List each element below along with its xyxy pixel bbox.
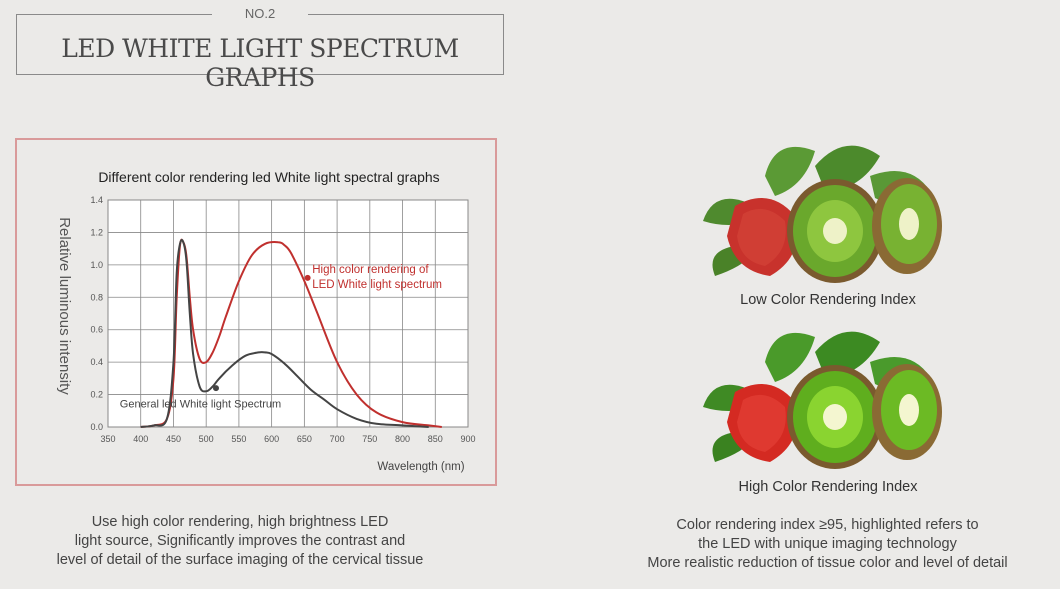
low-cri-fruit-image bbox=[703, 145, 942, 283]
header-rule-left bbox=[16, 14, 212, 15]
x-tick-label: 450 bbox=[166, 434, 181, 444]
general-series-label: General led White light Spectrum bbox=[120, 399, 281, 411]
y-tick-label: 1.2 bbox=[90, 227, 103, 237]
header-box bbox=[16, 14, 504, 75]
y-axis-label: Relative luminous intensity bbox=[56, 217, 73, 395]
x-tick-label: 650 bbox=[297, 434, 312, 444]
x-tick-label: 550 bbox=[231, 434, 246, 444]
high-cri-series-label: LED White light spectrum bbox=[312, 279, 442, 291]
section-header: NO.2 LED WHITE LIGHT SPECTRUM GRAPHS bbox=[16, 6, 504, 92]
series-high-cri-line bbox=[140, 238, 442, 428]
y-tick-label: 0.2 bbox=[90, 390, 103, 400]
header-rule-right bbox=[308, 14, 504, 15]
left-caption-line: Use high color rendering, high brightnes… bbox=[91, 514, 389, 530]
left-caption: Use high color rendering, high brightnes… bbox=[30, 513, 450, 570]
high-cri-label: High Color Rendering Index bbox=[738, 479, 918, 495]
x-tick-label: 900 bbox=[460, 434, 475, 444]
left-caption-line: light source, Significantly improves the… bbox=[74, 533, 406, 549]
x-tick-label: 850 bbox=[428, 434, 443, 444]
spectrum-chart: Different color rendering led White ligh… bbox=[56, 169, 476, 473]
x-tick-label: 750 bbox=[362, 434, 377, 444]
high-cri-fruit-image bbox=[703, 331, 942, 469]
left-caption-line: level of detail of the surface imaging o… bbox=[56, 552, 424, 568]
high-cri-marker bbox=[304, 274, 311, 281]
right-caption-line: Color rendering index ≥95, highlighted r… bbox=[676, 517, 979, 533]
y-tick-label: 0.0 bbox=[90, 422, 103, 432]
right-caption-line: the LED with unique imaging technology bbox=[698, 536, 957, 552]
x-tick-label: 700 bbox=[330, 434, 345, 444]
x-tick-label: 350 bbox=[100, 434, 115, 444]
y-tick-label: 0.4 bbox=[90, 357, 103, 367]
right-caption-line: More realistic reduction of tissue color… bbox=[647, 555, 1008, 571]
general-marker bbox=[213, 385, 219, 392]
plot-area bbox=[107, 199, 469, 428]
kiwi-low bbox=[787, 178, 942, 283]
y-tick-label: 0.8 bbox=[90, 292, 103, 302]
x-tick-label: 400 bbox=[133, 434, 148, 444]
y-tick-label: 0.6 bbox=[90, 325, 103, 335]
low-cri-label: Low Color Rendering Index bbox=[740, 292, 916, 308]
series-general-line bbox=[140, 238, 429, 428]
kiwi-high bbox=[787, 364, 942, 469]
x-tick-label: 800 bbox=[395, 434, 410, 444]
x-axis-label: Wavelength (nm) bbox=[377, 461, 464, 473]
section-number: NO.2 bbox=[244, 6, 276, 21]
chart-frame: Different color rendering led White ligh… bbox=[15, 138, 497, 486]
chart-title: Different color rendering led White ligh… bbox=[98, 169, 439, 185]
page-title: LED WHITE LIGHT SPECTRUM GRAPHS bbox=[61, 34, 459, 92]
y-tick-label: 1.4 bbox=[90, 195, 103, 205]
strawberry-high bbox=[727, 384, 798, 462]
right-caption: Color rendering index ≥95, highlighted r… bbox=[600, 516, 1055, 573]
x-tick-label: 600 bbox=[264, 434, 279, 444]
strawberry-low bbox=[727, 198, 798, 276]
x-tick-label: 500 bbox=[199, 434, 214, 444]
high-cri-series-label: High color rendering of bbox=[312, 264, 429, 276]
y-tick-label: 1.0 bbox=[90, 260, 103, 270]
